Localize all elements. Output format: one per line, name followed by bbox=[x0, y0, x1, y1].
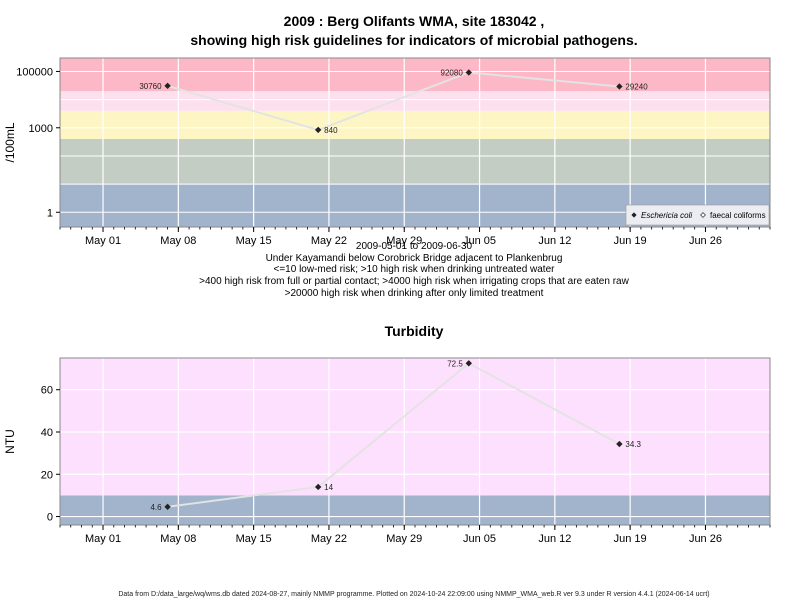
y-tick-label: 40 bbox=[41, 427, 53, 439]
x-axis: May 01 May 08 May 15 May 22 May 29 Jun 05 Jun … bbox=[59, 525, 771, 545]
risk-band-2 bbox=[60, 138, 770, 185]
y-tick-label: 0 bbox=[47, 512, 53, 524]
x-tick-label: May 15 bbox=[236, 533, 272, 545]
data-point bbox=[465, 69, 472, 76]
subtitle-line-4: >400 high risk from full or partial cont… bbox=[199, 276, 629, 287]
data-series: 30760 840 92080 29240 bbox=[139, 68, 648, 134]
risk-band-4 bbox=[60, 91, 770, 111]
subtitle-line-5: >20000 high risk when drinking after onl… bbox=[285, 288, 544, 299]
x-tick-label: Jun 19 bbox=[614, 533, 647, 545]
legend-marker-ecoli bbox=[631, 212, 637, 218]
data-point bbox=[164, 82, 171, 90]
data-point bbox=[314, 483, 322, 491]
footer-note: Data from D:/data_large/wq/wms.db dated … bbox=[118, 591, 709, 598]
gridlines bbox=[60, 358, 770, 525]
subtitle-line-1: 2009-05-01 to 2009-06-30 bbox=[356, 241, 473, 252]
data-label: 72.5 bbox=[447, 359, 463, 368]
subtitle-line-3: <=10 low-med risk; >10 high risk when dr… bbox=[274, 264, 556, 275]
chart2-title: Turbidity bbox=[385, 323, 444, 339]
x-tick-label: May 01 bbox=[85, 235, 121, 247]
x-tick-label: May 29 bbox=[386, 235, 422, 247]
x-tick-label: May 22 bbox=[311, 533, 347, 545]
legend-entry-ecoli: Eschericia coli bbox=[641, 211, 692, 220]
legend-entry-faecal-coliforms: faecal coliforms bbox=[710, 211, 766, 220]
y-tick-label: 100000 bbox=[16, 66, 53, 78]
x-tick-label: Jun 12 bbox=[538, 533, 571, 545]
x-tick-label: Jun 12 bbox=[538, 235, 571, 247]
y-tick-label: 60 bbox=[41, 385, 53, 397]
subtitle-line-2: Under Kayamandi below Corobrick Bridge a… bbox=[266, 253, 563, 264]
data-point bbox=[616, 83, 623, 90]
legend-marker-faecal-coliforms bbox=[700, 212, 706, 218]
x-tick-label: May 22 bbox=[311, 235, 347, 247]
risk-bands bbox=[60, 58, 770, 227]
y-axis-label: NTU bbox=[3, 429, 17, 454]
turbidity-chart: 4.6 14 72.5 34.3 0 20 40 60 May 01 May 08 May 15… bbox=[3, 357, 771, 545]
gridlines bbox=[60, 58, 770, 227]
data-point bbox=[465, 360, 472, 367]
data-label: 30760 bbox=[139, 82, 162, 91]
x-tick-label: Jun 26 bbox=[689, 235, 722, 247]
risk-band-1 bbox=[60, 495, 770, 525]
data-label: 14 bbox=[324, 483, 333, 492]
data-label: 840 bbox=[324, 126, 338, 135]
series-line bbox=[167, 362, 620, 508]
chart1-title-line1: 2009 : Berg Olifants WMA, site 183042 , bbox=[284, 13, 545, 29]
data-series: 4.6 14 72.5 34.3 bbox=[150, 359, 641, 512]
legend: Eschericia coli faecal coliforms bbox=[625, 204, 770, 226]
data-point bbox=[616, 440, 623, 448]
data-label: 92080 bbox=[441, 68, 464, 77]
legend-box bbox=[625, 204, 770, 226]
y-axis: 1 1000 100000 bbox=[16, 66, 60, 219]
y-axis-label: /100mL bbox=[3, 122, 17, 162]
x-tick-label: May 08 bbox=[160, 533, 196, 545]
series-line bbox=[167, 71, 620, 131]
data-point bbox=[164, 503, 171, 511]
y-tick-label: 1000 bbox=[29, 123, 53, 135]
risk-band-3 bbox=[60, 110, 770, 139]
x-tick-label: Jun 19 bbox=[614, 235, 647, 247]
y-tick-label: 1 bbox=[47, 207, 53, 219]
risk-bands bbox=[60, 358, 770, 525]
x-tick-label: Jun 26 bbox=[689, 533, 722, 545]
y-axis: 0 20 40 60 bbox=[41, 385, 60, 524]
x-tick-label: May 15 bbox=[236, 235, 272, 247]
x-tick-label: May 01 bbox=[85, 533, 121, 545]
x-tick-label: Jun 05 bbox=[463, 533, 496, 545]
data-label: 4.6 bbox=[150, 503, 162, 512]
data-point bbox=[314, 126, 322, 134]
x-tick-label: May 29 bbox=[386, 533, 422, 545]
x-tick-label: Jun 05 bbox=[463, 235, 496, 247]
x-tick-label: May 08 bbox=[160, 235, 196, 247]
data-label: 29240 bbox=[625, 82, 648, 91]
data-label: 34.3 bbox=[625, 440, 641, 449]
x-axis: May 01 May 08 May 15 May 22 May 29 Jun 05 Jun … bbox=[59, 227, 771, 247]
y-tick-label: 20 bbox=[41, 469, 53, 481]
chart1-title-line2: showing high risk guidelines for indicat… bbox=[190, 32, 637, 48]
